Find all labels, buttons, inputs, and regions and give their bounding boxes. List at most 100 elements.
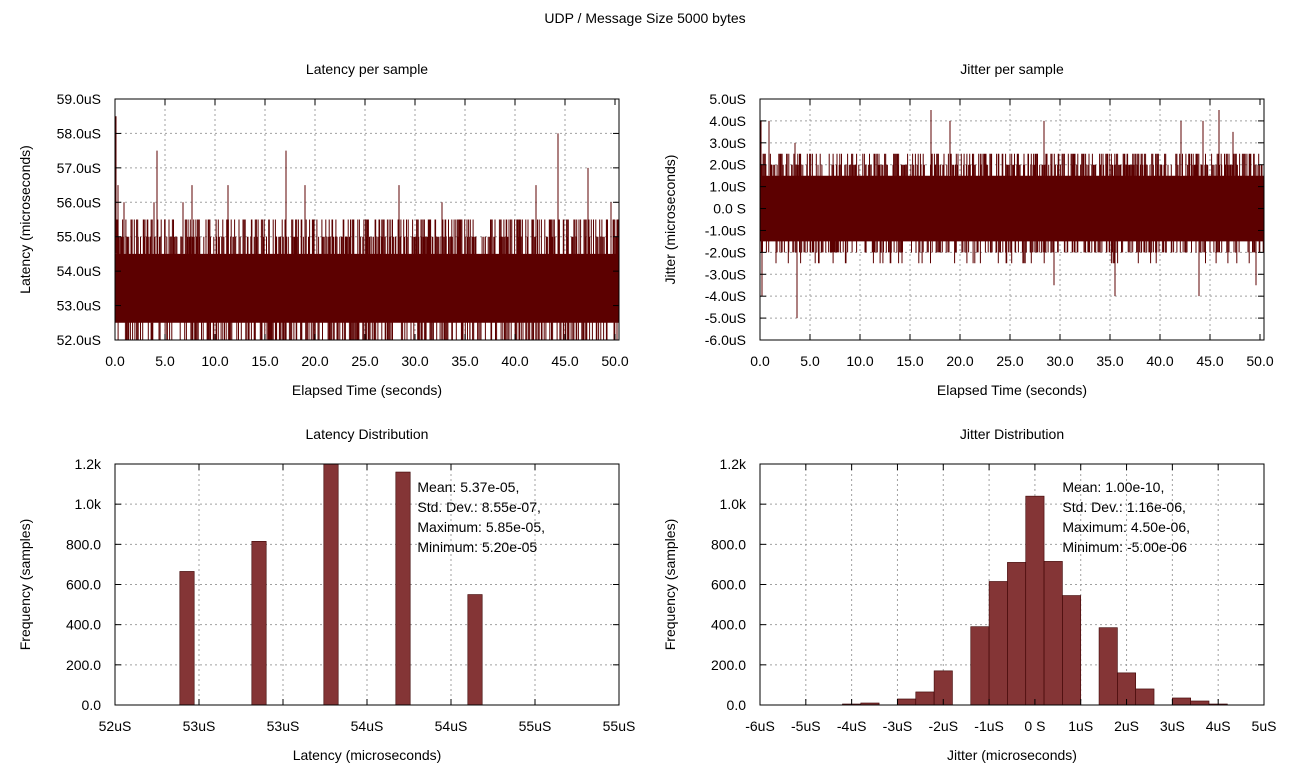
y-tick-label: 56.0uS xyxy=(57,194,101,210)
x-tick-label: 4uS xyxy=(1206,718,1231,734)
x-tick-label: 15.0 xyxy=(251,353,278,369)
x-tick-label: 5.0 xyxy=(800,353,820,369)
stats-line: Maximum: 5.85e-05, xyxy=(417,519,545,535)
bar xyxy=(1043,561,1063,706)
plot-frame xyxy=(114,98,620,341)
y-tick-label: 0.0 xyxy=(727,697,747,713)
x-tick-label: 40.0 xyxy=(501,353,528,369)
y-tick-label: 55.0uS xyxy=(57,229,101,245)
y-tick-label: 400.0 xyxy=(711,617,746,633)
stats-annotation: Mean: 5.37e-05, Std. Dev.: 8.55e-07, Maxim… xyxy=(417,479,545,555)
x-tick-label: 30.0 xyxy=(401,353,428,369)
y-tick-label: 800.0 xyxy=(66,536,101,552)
y-tick-label: 1.0uS xyxy=(709,179,746,195)
x-tick-label: 25.0 xyxy=(351,353,378,369)
x-tick-label: -5uS xyxy=(791,718,821,734)
x-tick-label: 0.0 xyxy=(105,353,125,369)
x-tick-label: 53uS xyxy=(183,718,216,734)
y-tick-label: 4.0uS xyxy=(709,113,746,129)
bar xyxy=(1190,700,1210,706)
y-tick-label: 3.0uS xyxy=(709,135,746,151)
y-tick-label: 0.0 xyxy=(82,697,102,713)
x-tick-label: 30.0 xyxy=(1046,353,1073,369)
y-tick-label: 0.0 S xyxy=(713,201,746,217)
y-tick-label: 57.0uS xyxy=(57,160,101,176)
stats-line: Mean: 1.00e-10, xyxy=(1062,479,1164,495)
figure-title: UDP / Message Size 5000 bytes xyxy=(544,10,745,26)
ticks: 0.0 5.0 10.0 15.0 20.0 25.0 30.0 35.0 40.0 45.0 50… xyxy=(705,91,1274,369)
bar xyxy=(251,541,267,706)
y-tick-label: 400.0 xyxy=(66,617,101,633)
chart-title: Jitter Distribution xyxy=(960,426,1064,442)
x-tick-label: 3uS xyxy=(1160,718,1185,734)
bar xyxy=(323,463,339,706)
bar xyxy=(395,471,411,706)
stats-annotation: Mean: 1.00e-10, Std. Dev.: 1.16e-06, Maxim… xyxy=(1062,479,1190,555)
y-tick-label: 54.0uS xyxy=(57,263,101,279)
y-tick-label: 52.0uS xyxy=(57,332,101,348)
y-tick-label: 200.0 xyxy=(66,657,101,673)
y-tick-label: 1.2k xyxy=(720,456,747,472)
x-tick-label: 50.0 xyxy=(1246,353,1273,369)
x-axis-label: Jitter (microseconds) xyxy=(947,747,1077,763)
x-tick-label: -3uS xyxy=(883,718,913,734)
x-tick-label: 10.0 xyxy=(201,353,228,369)
bar xyxy=(970,626,990,706)
stats-line: Minimum: 5.20e-05 xyxy=(417,539,537,555)
series xyxy=(759,109,1265,319)
x-tick-label: -4uS xyxy=(837,718,867,734)
bar xyxy=(1098,627,1118,706)
x-tick-label: 0.0 xyxy=(750,353,770,369)
jitter-per-sample-chart: 0.0 5.0 10.0 15.0 20.0 25.0 30.0 35.0 40.0 45.0 50… xyxy=(662,61,1274,398)
x-tick-label: 1uS xyxy=(1068,718,1093,734)
y-tick-label: 53.0uS xyxy=(57,298,101,314)
x-tick-label: 54uS xyxy=(351,718,384,734)
bar xyxy=(988,581,1008,706)
chart-title: Jitter per sample xyxy=(960,61,1064,77)
plot-frame xyxy=(759,98,1265,341)
y-tick-label: 200.0 xyxy=(711,657,746,673)
x-tick-label: 5uS xyxy=(1252,718,1277,734)
bar xyxy=(897,698,917,706)
stats-line: Std. Dev.: 8.55e-07, xyxy=(417,499,540,515)
bar xyxy=(1007,562,1027,706)
bars xyxy=(179,463,483,706)
chart-title: Latency per sample xyxy=(306,61,428,77)
y-tick-label: 58.0uS xyxy=(57,125,101,141)
x-tick-label: -6uS xyxy=(745,718,775,734)
chart-title: Latency Distribution xyxy=(306,426,429,442)
y-tick-label: -5.0uS xyxy=(705,310,746,326)
y-tick-label: -1.0uS xyxy=(705,222,746,238)
x-tick-label: 53uS xyxy=(267,718,300,734)
latency-distribution-chart: Mean: 5.37e-05, Std. Dev.: 8.55e-07, Maxim… xyxy=(17,426,635,763)
y-tick-label: 600.0 xyxy=(711,577,746,593)
y-tick-label: 1.0k xyxy=(75,496,102,512)
x-tick-label: 35.0 xyxy=(451,353,478,369)
series-core xyxy=(115,271,619,306)
stats-line: Mean: 5.37e-05, xyxy=(417,479,519,495)
x-tick-label: 54uS xyxy=(435,718,468,734)
ticks: 0.0 5.0 10.0 15.0 20.0 25.0 30.0 35.0 40.0 45.0 50… xyxy=(57,91,629,369)
x-tick-label: 35.0 xyxy=(1096,353,1123,369)
x-tick-label: -2uS xyxy=(928,718,958,734)
x-tick-label: 5.0 xyxy=(155,353,175,369)
series xyxy=(114,116,620,340)
x-tick-label: 0 S xyxy=(1024,718,1045,734)
bar xyxy=(1172,697,1191,706)
y-tick-label: 600.0 xyxy=(66,577,101,593)
x-tick-label: 20.0 xyxy=(946,353,973,369)
jitter-distribution-chart: Mean: 1.00e-10, Std. Dev.: 1.16e-06, Maxim… xyxy=(662,426,1276,763)
x-tick-label: 10.0 xyxy=(846,353,873,369)
x-tick-label: 2uS xyxy=(1114,718,1139,734)
stats-line: Maximum: 4.50e-06, xyxy=(1062,519,1190,535)
ticks: 52uS 53uS 53uS 54uS 54uS 55uS 55uS 0.0 200.0 400.… xyxy=(66,456,635,734)
x-tick-label: -1uS xyxy=(974,718,1004,734)
y-tick-label: 5.0uS xyxy=(709,91,746,107)
bar xyxy=(467,594,483,706)
y-tick-label: 59.0uS xyxy=(57,91,101,107)
y-tick-label: -3.0uS xyxy=(705,266,746,282)
bar xyxy=(915,691,935,706)
x-tick-label: 45.0 xyxy=(1196,353,1223,369)
stats-line: Std. Dev.: 1.16e-06, xyxy=(1062,499,1185,515)
